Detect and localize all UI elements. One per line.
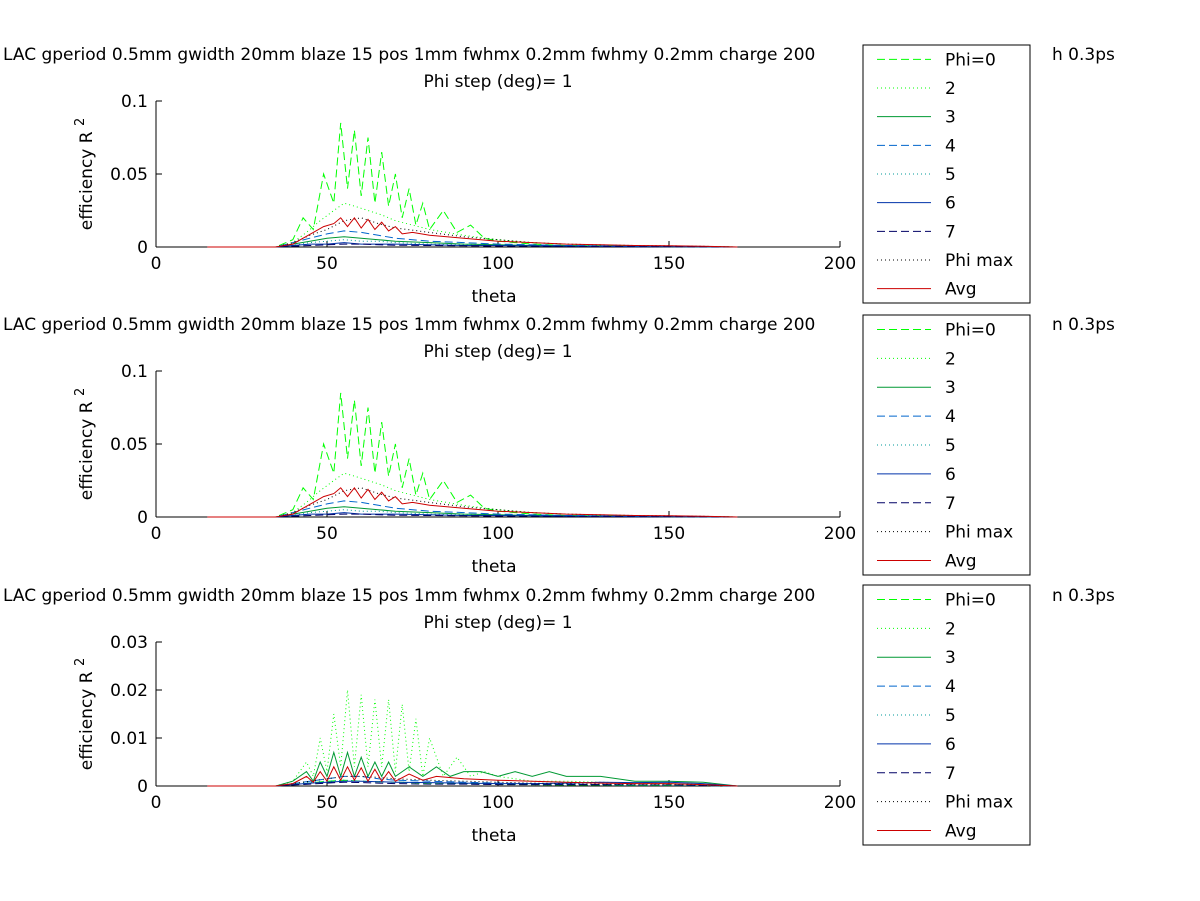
series-line-8 xyxy=(207,487,738,518)
y-axis-label: efficiency R 2 xyxy=(73,388,97,501)
series-line-9 xyxy=(207,216,738,248)
series-line-7 xyxy=(207,513,738,518)
legend-label: 6 xyxy=(945,735,956,755)
x-tick-label: 50 xyxy=(316,254,338,274)
legend-label: 6 xyxy=(945,465,956,485)
x-tick-label: 100 xyxy=(482,793,514,813)
legend-label: 6 xyxy=(945,194,956,214)
y-tick-label: 0.05 xyxy=(110,435,148,455)
series-line-1 xyxy=(207,392,738,518)
series-line-7 xyxy=(207,243,738,248)
legend-label: Avg xyxy=(945,552,977,572)
y-tick-label: 0.02 xyxy=(110,681,148,701)
x-tick-label: 100 xyxy=(482,254,514,274)
legend-label: Phi max xyxy=(945,251,1013,271)
panel-2: LAC gperiod 0.5mm gwidth 20mm blaze 15 p… xyxy=(3,314,1115,577)
legend-label: Phi=0 xyxy=(945,50,996,70)
legend-box xyxy=(862,314,1031,576)
legend-label: Phi=0 xyxy=(945,590,996,610)
series-line-1 xyxy=(207,122,738,248)
legend-label: 2 xyxy=(945,349,956,369)
legend-label: 4 xyxy=(945,407,956,427)
series-line-9 xyxy=(207,765,738,787)
y-tick-label: 0 xyxy=(137,238,148,258)
series-line-6 xyxy=(207,780,738,787)
series-line-9 xyxy=(207,486,738,518)
y-axis-label-superscript: 2 xyxy=(73,388,88,396)
y-tick-label: 0.1 xyxy=(121,92,148,112)
x-tick-label: 150 xyxy=(653,254,685,274)
legend-label: 2 xyxy=(945,79,956,99)
y-tick-label: 0 xyxy=(137,508,148,528)
legend-box xyxy=(862,584,1031,846)
series-line-4 xyxy=(207,775,738,787)
x-tick-label: 200 xyxy=(824,524,856,544)
x-tick-label: 0 xyxy=(151,254,162,274)
y-axis-label: efficiency R 2 xyxy=(73,658,97,771)
panel-title-line1: LAC gperiod 0.5mm gwidth 20mm blaze 15 p… xyxy=(3,586,815,606)
panel-title-line2: Phi step (deg)= 1 xyxy=(423,342,572,362)
legend-label: Phi max xyxy=(945,793,1013,813)
panel-title-line2: Phi step (deg)= 1 xyxy=(423,613,572,633)
legend-label: 7 xyxy=(945,494,956,514)
panel-1: LAC gperiod 0.5mm gwidth 20mm blaze 15 p… xyxy=(3,44,1115,307)
legend-label: 2 xyxy=(945,619,956,639)
x-tick-label: 50 xyxy=(316,793,338,813)
y-axis-label: efficiency R 2 xyxy=(73,118,97,231)
legend-label: 5 xyxy=(945,436,956,456)
legend-label: 5 xyxy=(945,165,956,185)
legend-label: Phi max xyxy=(945,523,1013,543)
panel-title-tail: h 0.3ps xyxy=(1052,45,1115,65)
x-tick-label: 0 xyxy=(151,793,162,813)
panel-title-line1: LAC gperiod 0.5mm gwidth 20mm blaze 15 p… xyxy=(3,45,815,65)
legend-label: 7 xyxy=(945,222,956,242)
legend-label: 3 xyxy=(945,648,956,668)
y-tick-label: 0.03 xyxy=(110,633,148,653)
panel-3: LAC gperiod 0.5mm gwidth 20mm blaze 15 p… xyxy=(3,584,1115,846)
panel-title-line2: Phi step (deg)= 1 xyxy=(423,72,572,92)
x-tick-label: 50 xyxy=(316,524,338,544)
legend-label: 7 xyxy=(945,764,956,784)
x-tick-label: 150 xyxy=(653,524,685,544)
legend-label: Phi=0 xyxy=(945,320,996,340)
series-line-2 xyxy=(207,472,738,518)
x-tick-label: 200 xyxy=(824,793,856,813)
series-line-4 xyxy=(207,230,738,248)
x-tick-label: 100 xyxy=(482,524,514,544)
legend-label: Avg xyxy=(945,280,977,300)
y-tick-label: 0.01 xyxy=(110,729,148,749)
y-axis-label-superscript: 2 xyxy=(73,118,88,126)
x-axis-label: theta xyxy=(472,557,517,577)
panel-title-tail: n 0.3ps xyxy=(1052,315,1115,335)
legend-label: 5 xyxy=(945,706,956,726)
panel-title-tail: n 0.3ps xyxy=(1052,586,1115,606)
y-tick-label: 0.1 xyxy=(121,362,148,382)
panel-title-line1: LAC gperiod 0.5mm gwidth 20mm blaze 15 p… xyxy=(3,315,815,335)
series-line-8 xyxy=(207,775,738,787)
legend-box xyxy=(862,44,1031,304)
y-tick-label: 0.05 xyxy=(110,165,148,185)
x-tick-label: 200 xyxy=(824,254,856,274)
series-line-3 xyxy=(207,750,738,787)
series-line-8 xyxy=(207,217,738,248)
x-tick-label: 150 xyxy=(653,793,685,813)
x-tick-label: 0 xyxy=(151,524,162,544)
x-axis-label: theta xyxy=(472,826,517,846)
legend-label: 4 xyxy=(945,136,956,156)
legend-label: 3 xyxy=(945,108,956,128)
series-line-2 xyxy=(207,202,738,248)
series-line-4 xyxy=(207,500,738,518)
y-tick-label: 0 xyxy=(137,777,148,797)
legend-label: 4 xyxy=(945,677,956,697)
x-axis-label: theta xyxy=(472,287,517,307)
legend-label: 3 xyxy=(945,378,956,398)
legend-label: Avg xyxy=(945,822,977,842)
y-axis-label-superscript: 2 xyxy=(73,658,88,666)
